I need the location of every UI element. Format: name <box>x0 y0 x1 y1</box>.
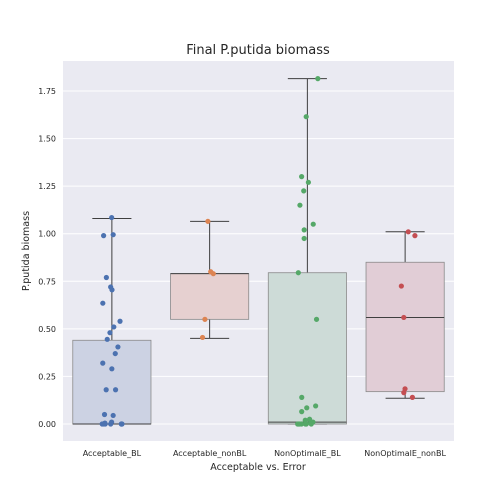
data-point <box>398 283 404 289</box>
y-tick-label: 0.00 <box>38 420 56 429</box>
data-point <box>310 221 316 227</box>
data-point <box>299 409 305 415</box>
data-point <box>202 316 208 322</box>
data-point <box>115 344 121 350</box>
data-points <box>99 76 418 427</box>
data-point <box>103 274 109 281</box>
data-point <box>103 387 109 393</box>
y-axis-label: P.putida biomass <box>21 211 32 291</box>
box-body <box>170 273 250 320</box>
y-tick-label: 1.50 <box>38 135 56 144</box>
x-tick-label: Acceptable_BL <box>83 449 142 458</box>
x-tick-label: Acceptable_nonBL <box>173 449 247 458</box>
data-point <box>111 324 117 330</box>
data-point <box>315 76 321 82</box>
data-point <box>304 405 310 411</box>
data-point <box>108 421 114 427</box>
data-point <box>100 360 106 366</box>
box-body <box>267 272 347 425</box>
data-point <box>110 232 116 238</box>
data-point <box>109 287 115 293</box>
data-point <box>101 411 108 418</box>
data-point <box>302 421 309 427</box>
box-body <box>365 261 445 393</box>
data-point <box>297 202 303 208</box>
data-point <box>412 233 418 239</box>
y-tick-label: 0.50 <box>38 325 56 334</box>
data-point <box>313 316 320 322</box>
data-point <box>102 421 108 427</box>
data-point <box>104 336 110 342</box>
data-point <box>110 412 116 419</box>
chart-title: Final P.putida biomass <box>186 43 330 58</box>
data-point <box>112 387 119 393</box>
x-tick-label: NonOptimalE_BL <box>274 449 341 458</box>
x-tick-label: NonOptimalE_nonBL <box>364 449 446 458</box>
data-point <box>401 314 407 321</box>
data-point <box>199 334 206 341</box>
y-tick-label: 0.75 <box>38 277 56 286</box>
data-point <box>119 421 125 427</box>
data-point <box>401 390 407 396</box>
data-point <box>303 114 309 120</box>
data-point <box>205 218 211 224</box>
data-point <box>295 270 301 276</box>
x-tick-labels: Acceptable_BL Acceptable_nonBL NonOptimalE… <box>83 449 447 458</box>
data-point <box>308 421 314 427</box>
data-point <box>295 421 301 427</box>
x-axis-label: Acceptable vs. Error <box>210 462 306 473</box>
data-point <box>409 394 416 400</box>
data-point <box>301 235 307 242</box>
data-point <box>301 227 307 233</box>
data-point <box>117 318 123 324</box>
data-point <box>313 403 319 409</box>
data-point <box>109 366 115 372</box>
data-point <box>210 271 216 277</box>
y-tick-label: 1.75 <box>38 87 56 96</box>
boxes <box>72 78 445 425</box>
y-tick-label: 1.00 <box>38 230 56 239</box>
box-body <box>72 339 152 425</box>
data-point <box>301 188 307 194</box>
y-tick-labels: 0.00 0.25 0.50 0.75 1.00 1.25 1.50 1.75 <box>38 87 56 429</box>
data-point <box>107 330 113 336</box>
data-point <box>305 179 311 185</box>
data-point <box>405 229 411 235</box>
data-point <box>112 350 118 357</box>
y-tick-label: 0.25 <box>38 372 56 381</box>
data-point <box>100 300 106 306</box>
data-point <box>299 394 305 400</box>
y-tick-label: 1.25 <box>38 182 56 191</box>
data-point <box>101 233 107 239</box>
data-point <box>299 174 305 180</box>
data-point <box>109 214 115 221</box>
